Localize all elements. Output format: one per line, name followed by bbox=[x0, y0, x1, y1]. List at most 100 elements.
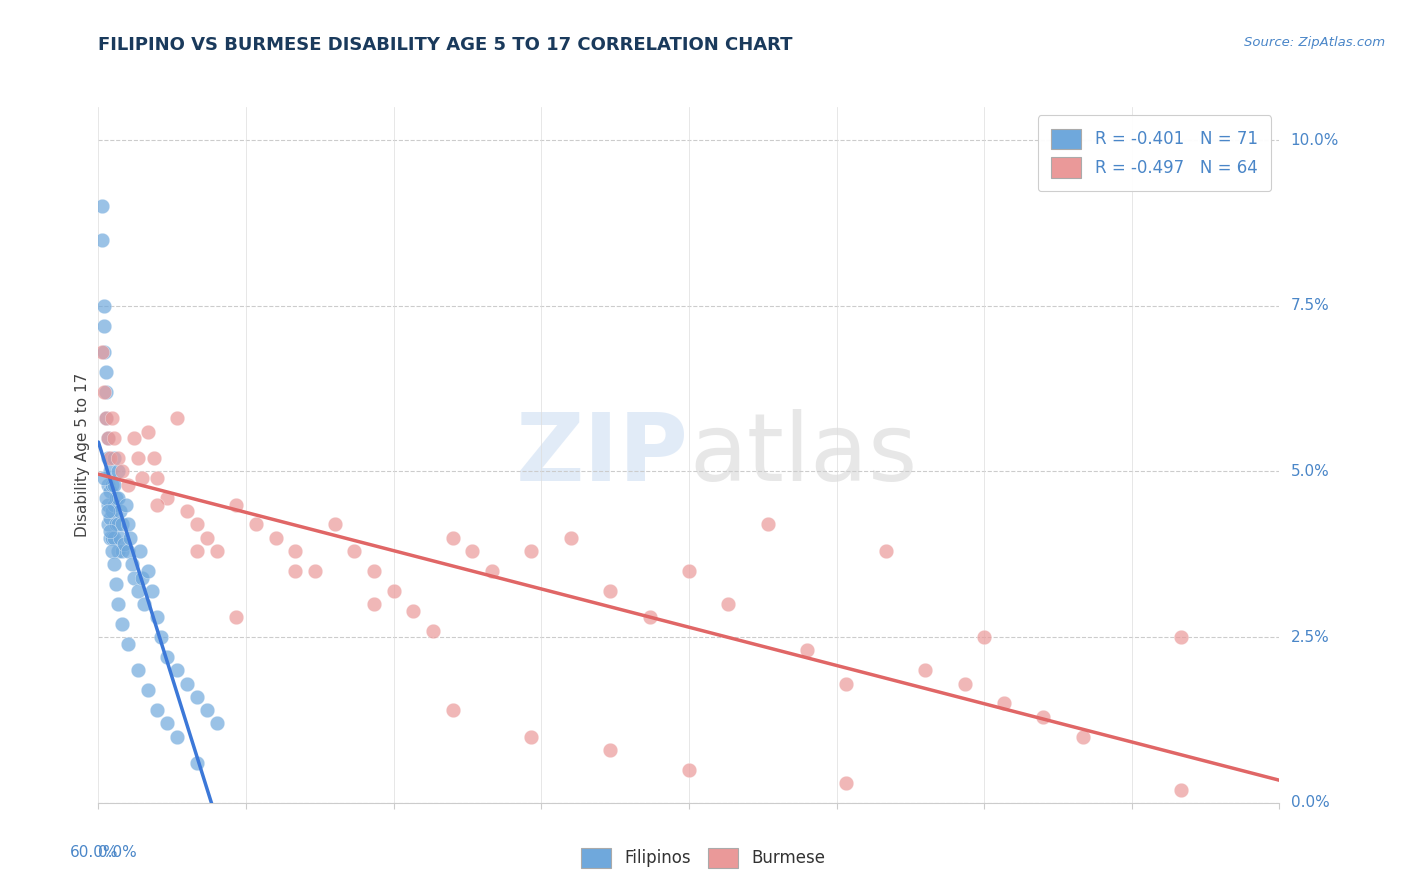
Point bbox=[156, 491, 179, 505]
Point bbox=[638, 610, 661, 624]
Point bbox=[96, 411, 118, 425]
Point bbox=[101, 544, 124, 558]
Legend: Filipinos, Burmese: Filipinos, Burmese bbox=[575, 841, 831, 875]
Point bbox=[111, 465, 134, 479]
Point bbox=[108, 504, 131, 518]
Point bbox=[441, 703, 464, 717]
Point bbox=[96, 384, 118, 399]
Point bbox=[122, 431, 145, 445]
Text: 60.0%: 60.0% bbox=[70, 845, 118, 860]
Point bbox=[973, 630, 995, 644]
Point bbox=[107, 491, 129, 505]
Point bbox=[105, 491, 128, 505]
Point bbox=[103, 431, 125, 445]
Point bbox=[107, 597, 129, 611]
Point bbox=[91, 233, 114, 247]
Point bbox=[96, 365, 118, 379]
Point bbox=[136, 683, 159, 698]
Point bbox=[107, 451, 129, 466]
Point bbox=[96, 491, 118, 505]
Point bbox=[98, 465, 121, 479]
Point bbox=[105, 577, 128, 591]
Point bbox=[225, 498, 247, 512]
Point bbox=[136, 425, 159, 439]
Point bbox=[176, 676, 198, 690]
Point bbox=[363, 564, 385, 578]
Point bbox=[520, 730, 543, 744]
Point bbox=[118, 531, 141, 545]
Point bbox=[264, 531, 287, 545]
Point bbox=[914, 663, 936, 677]
Point bbox=[166, 730, 188, 744]
Point bbox=[127, 451, 149, 466]
Point bbox=[97, 431, 120, 445]
Point bbox=[225, 610, 247, 624]
Point bbox=[127, 583, 149, 598]
Point bbox=[97, 477, 120, 491]
Point bbox=[142, 451, 165, 466]
Point bbox=[97, 517, 120, 532]
Point bbox=[91, 199, 114, 213]
Point bbox=[97, 504, 120, 518]
Point bbox=[136, 564, 159, 578]
Point bbox=[117, 517, 139, 532]
Point bbox=[796, 643, 818, 657]
Point bbox=[993, 697, 1015, 711]
Point bbox=[146, 471, 169, 485]
Point bbox=[98, 484, 121, 499]
Point bbox=[98, 531, 121, 545]
Point bbox=[107, 517, 129, 532]
Point bbox=[146, 498, 169, 512]
Point bbox=[678, 564, 700, 578]
Point bbox=[1032, 709, 1054, 723]
Text: FILIPINO VS BURMESE DISABILITY AGE 5 TO 17 CORRELATION CHART: FILIPINO VS BURMESE DISABILITY AGE 5 TO … bbox=[98, 36, 793, 54]
Point bbox=[98, 451, 121, 466]
Point bbox=[115, 498, 138, 512]
Point bbox=[402, 604, 425, 618]
Point bbox=[323, 517, 346, 532]
Point bbox=[186, 517, 208, 532]
Point bbox=[127, 663, 149, 677]
Text: Source: ZipAtlas.com: Source: ZipAtlas.com bbox=[1244, 36, 1385, 49]
Point bbox=[98, 524, 121, 538]
Point bbox=[107, 544, 129, 558]
Point bbox=[93, 345, 115, 359]
Point bbox=[186, 756, 208, 770]
Point bbox=[304, 564, 326, 578]
Point bbox=[96, 411, 118, 425]
Point bbox=[678, 763, 700, 777]
Point bbox=[103, 558, 125, 572]
Point bbox=[1170, 630, 1192, 644]
Point bbox=[101, 477, 124, 491]
Point bbox=[461, 544, 484, 558]
Point bbox=[103, 498, 125, 512]
Text: atlas: atlas bbox=[689, 409, 917, 501]
Point bbox=[93, 318, 115, 333]
Point bbox=[105, 517, 128, 532]
Point bbox=[146, 703, 169, 717]
Point bbox=[122, 570, 145, 584]
Point bbox=[117, 477, 139, 491]
Point bbox=[103, 451, 125, 466]
Point bbox=[195, 531, 218, 545]
Point bbox=[93, 384, 115, 399]
Point bbox=[117, 637, 139, 651]
Point bbox=[98, 511, 121, 525]
Point bbox=[131, 570, 153, 584]
Point bbox=[1071, 730, 1094, 744]
Point bbox=[382, 583, 405, 598]
Point bbox=[520, 544, 543, 558]
Point bbox=[186, 690, 208, 704]
Point bbox=[146, 610, 169, 624]
Point bbox=[101, 411, 124, 425]
Point bbox=[156, 716, 179, 731]
Point bbox=[756, 517, 779, 532]
Point bbox=[132, 597, 155, 611]
Point bbox=[111, 517, 134, 532]
Point bbox=[205, 544, 228, 558]
Point bbox=[101, 531, 124, 545]
Point bbox=[166, 663, 188, 677]
Point bbox=[343, 544, 366, 558]
Point bbox=[97, 451, 120, 466]
Point bbox=[121, 558, 143, 572]
